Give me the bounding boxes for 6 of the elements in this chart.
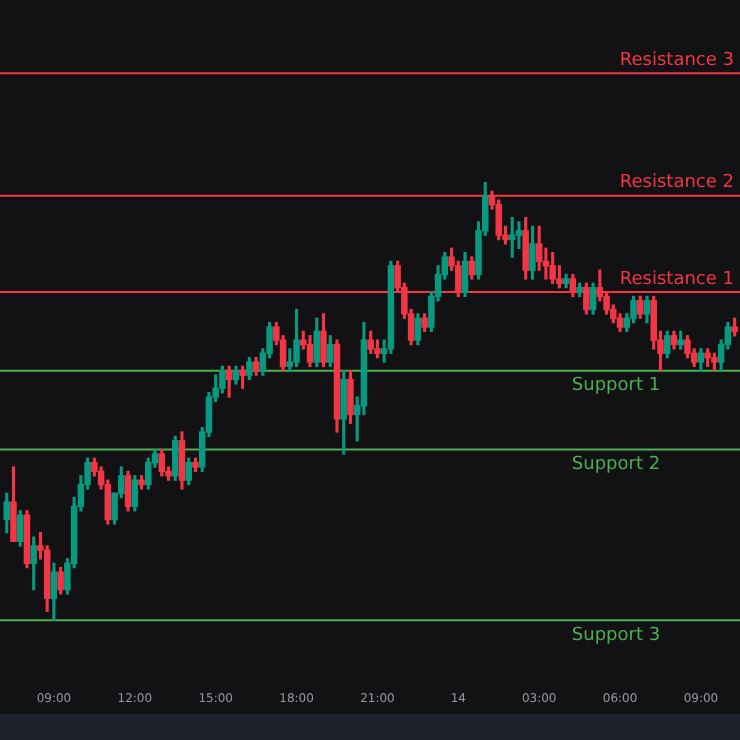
ref-line-label: Resistance 1 xyxy=(619,269,734,290)
ref-line-label: Support 3 xyxy=(571,625,661,646)
ref-line-label: Resistance 3 xyxy=(619,50,734,71)
ref-line-label: Support 2 xyxy=(571,455,661,476)
ref-line-label: Support 1 xyxy=(571,376,661,397)
ref-line-label: Resistance 2 xyxy=(619,173,734,194)
